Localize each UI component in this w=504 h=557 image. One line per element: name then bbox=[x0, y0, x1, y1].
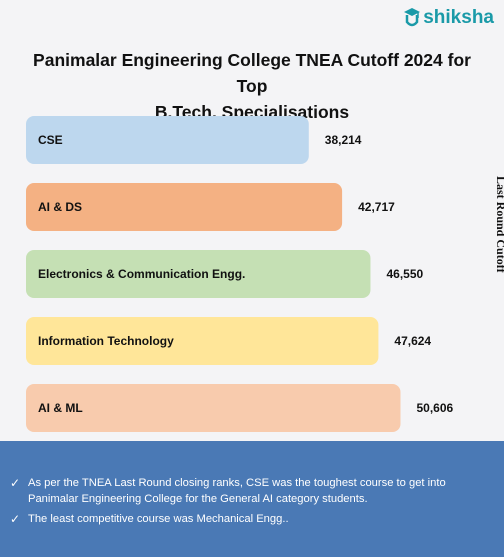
check-icon: ✓ bbox=[10, 512, 21, 526]
shiksha-logo: shiksha bbox=[403, 6, 494, 30]
note-text: The least competitive course was Mechani… bbox=[28, 513, 289, 525]
chart-title-line-1: Panimalar Engineering College TNEA Cutof… bbox=[33, 50, 471, 96]
bar-information-technology bbox=[26, 317, 379, 365]
category-label: CSE bbox=[38, 133, 63, 147]
bar-cse bbox=[26, 116, 309, 164]
value-label: 50,606 bbox=[416, 401, 453, 415]
category-label: AI & ML bbox=[38, 401, 83, 415]
value-label: 47,624 bbox=[394, 334, 431, 348]
bar-electronics-communication-engg- bbox=[26, 250, 371, 298]
value-label: 46,550 bbox=[386, 267, 423, 281]
note-item: ✓ As per the TNEA Last Round closing ran… bbox=[10, 475, 490, 507]
graduation-cap-icon bbox=[404, 8, 421, 27]
category-label: Information Technology bbox=[38, 334, 174, 348]
bar-ai-ds bbox=[26, 183, 343, 231]
logo-text: shiksha bbox=[423, 7, 494, 28]
value-label: 38,214 bbox=[325, 133, 362, 147]
note-item: ✓ The least competitive course was Mecha… bbox=[10, 511, 490, 527]
category-label: AI & DS bbox=[38, 200, 82, 214]
check-icon: ✓ bbox=[10, 476, 21, 490]
note-text: As per the TNEA Last Round closing ranks… bbox=[28, 477, 446, 505]
category-label: Electronics & Communication Engg. bbox=[38, 267, 245, 281]
y-axis-label: Last Round Cutoff bbox=[494, 176, 504, 273]
value-label: 42,717 bbox=[358, 200, 395, 214]
notes-list: ✓ As per the TNEA Last Round closing ran… bbox=[0, 441, 504, 527]
bar-ai-ml bbox=[26, 384, 401, 432]
bar-chart: CSE 38,214 AI & DS 42,717 Electronics & Comm… bbox=[26, 116, 454, 432]
notes-panel: ✓ As per the TNEA Last Round closing ran… bbox=[0, 441, 504, 557]
